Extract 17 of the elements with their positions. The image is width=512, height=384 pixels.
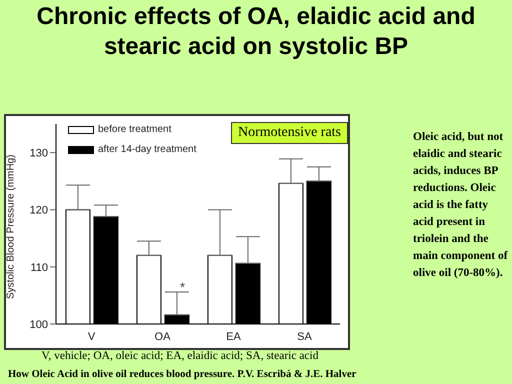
x-tick-label: OA (154, 330, 172, 343)
y-tick-label: 110 (30, 262, 48, 274)
annotation: * (180, 279, 186, 294)
legend-label: after 14-day treatment (97, 143, 196, 157)
y-tick-label: 120 (30, 204, 48, 217)
text: Oleic acid, but not elaidic and stearic acids, induces BP reductions. Oleic acid is the fatty acid present in triolein and the main component of olive oil (70-80%). (413, 131, 508, 279)
text: V, vehicle; OA, oleic acid; EA, elaidic acid; SA, stearic acid (40, 350, 320, 362)
x-tick-label: EA (226, 330, 242, 343)
text: How Oleic Acid in olive oil reduces blood pressure. P.V. Escribá & J.E. Halver (8, 369, 358, 380)
y-tick-label: 130 (30, 147, 48, 160)
x-tick-label: V (88, 330, 96, 343)
y-tick-label: 100 (30, 318, 48, 331)
legend-label: before treatment (97, 123, 172, 137)
annotation: Normotensive rats (230, 122, 348, 144)
chart-title: Chronic effects of OA, elaidic acid and stearic acid on systolic BP (36, 2, 476, 62)
y-axis-title: Systolic Blood Pressure (mmHg) (6, 154, 17, 299)
x-tick-label: SA (297, 330, 312, 343)
